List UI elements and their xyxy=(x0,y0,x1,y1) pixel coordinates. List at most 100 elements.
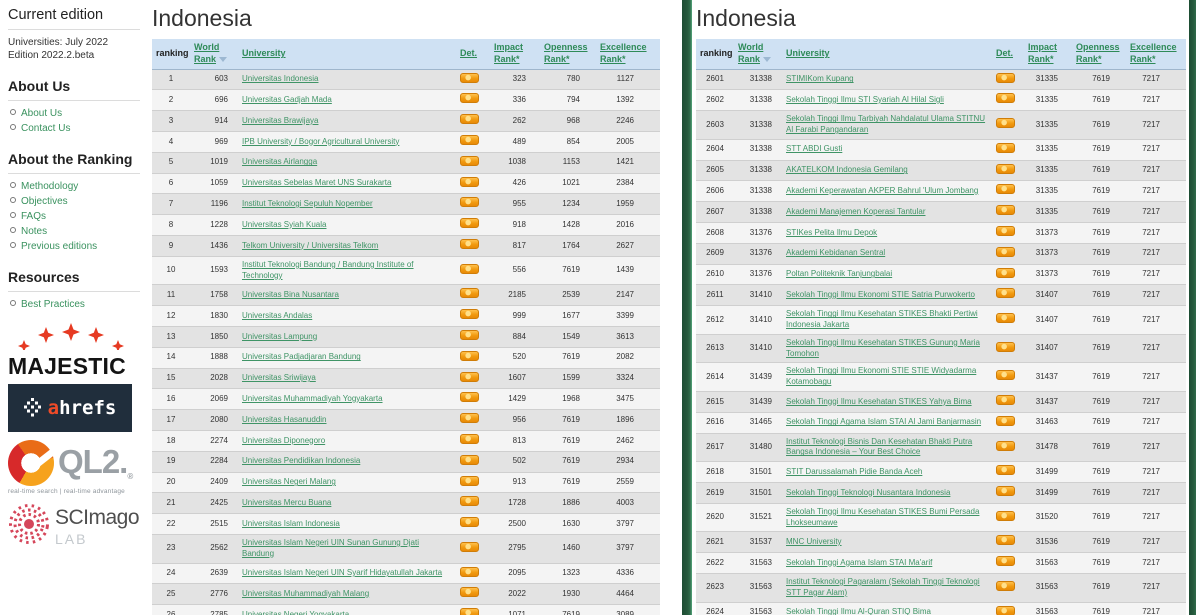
details-icon[interactable] xyxy=(460,309,479,320)
details-icon[interactable] xyxy=(996,415,1015,426)
university-link[interactable]: Universitas Muhammadiyah Malang xyxy=(242,588,370,598)
col-impact-rank[interactable]: Impact Rank* xyxy=(1024,39,1072,70)
details-icon[interactable] xyxy=(996,246,1015,257)
university-link[interactable]: Universitas Islam Negeri UIN Syarif Hida… xyxy=(242,568,443,578)
col-university[interactable]: University xyxy=(238,39,456,70)
university-link[interactable]: Akademi Keperawatan AKPER Bahrul 'Ulum J… xyxy=(786,185,979,195)
details-icon[interactable] xyxy=(460,330,479,341)
details-icon[interactable] xyxy=(460,197,479,208)
university-link[interactable]: Universitas Gadjah Mada xyxy=(242,94,332,104)
university-link[interactable]: Sekolah Tinggi Teknologi Nusantara Indon… xyxy=(786,487,951,497)
university-link[interactable]: Universitas Airlangga xyxy=(242,157,318,167)
university-link[interactable]: Sekolah Tinggi Agama Islam STAI Al Jami … xyxy=(786,417,982,427)
university-link[interactable]: Universitas Mercu Buana xyxy=(242,497,332,507)
details-icon[interactable] xyxy=(996,118,1015,129)
details-icon[interactable] xyxy=(996,370,1015,381)
university-link[interactable]: Universitas Sriwijaya xyxy=(242,373,316,383)
university-link[interactable]: MNC University xyxy=(786,536,842,546)
col-openness-rank[interactable]: Openness Rank* xyxy=(540,39,596,70)
university-link[interactable]: Universitas Padjadjaran Bandung xyxy=(242,352,361,362)
university-link[interactable]: Sekolah Tinggi Ilmu Kesehatan STIKES Bha… xyxy=(786,309,978,330)
details-icon[interactable] xyxy=(996,395,1015,406)
ql2-logo[interactable]: QL2.® real-time search | real-time advan… xyxy=(8,440,140,495)
details-icon[interactable] xyxy=(996,605,1015,615)
sidebar-link[interactable]: Best Practices xyxy=(10,299,140,310)
university-link[interactable]: STIT Darussalamah Pidie Banda Aceh xyxy=(786,466,923,476)
university-link[interactable]: Sekolah Tinggi Ilmu Tarbiyah Nahdalatul … xyxy=(786,114,986,135)
university-link[interactable]: Sekolah Tinggi Agama Islam STAI Ma'arif xyxy=(786,557,933,567)
details-icon[interactable] xyxy=(460,413,479,424)
details-icon[interactable] xyxy=(460,176,479,187)
details-icon[interactable] xyxy=(460,454,479,465)
details-icon[interactable] xyxy=(460,350,479,361)
col-det[interactable]: Det. xyxy=(456,39,490,70)
university-link[interactable]: Universitas Andalas xyxy=(242,310,313,320)
details-icon[interactable] xyxy=(460,608,479,615)
scimago-logo[interactable]: SCImago LAB xyxy=(8,503,140,547)
details-icon[interactable] xyxy=(460,371,479,382)
details-icon[interactable] xyxy=(996,486,1015,496)
details-icon[interactable] xyxy=(996,267,1015,278)
details-icon[interactable] xyxy=(996,163,1015,174)
university-link[interactable]: Universitas Negeri Malang xyxy=(242,477,336,487)
details-icon[interactable] xyxy=(460,155,479,166)
university-link[interactable]: Universitas Muhammadiyah Yogyakarta xyxy=(242,393,383,403)
university-link[interactable]: Universitas Hasanuddin xyxy=(242,414,327,424)
col-excellence-rank[interactable]: Excellence Rank* xyxy=(596,39,660,70)
sidebar-link[interactable]: Objectives xyxy=(10,196,140,207)
university-link[interactable]: Institut Teknologi Bisnis Dan Kesehatan … xyxy=(786,436,973,457)
university-link[interactable]: Sekolah Tinggi Ilmu Kesehatan STIKES Yah… xyxy=(786,396,972,406)
details-icon[interactable] xyxy=(460,288,479,299)
col-det[interactable]: Det. xyxy=(992,39,1024,70)
details-icon[interactable] xyxy=(460,566,479,577)
details-icon[interactable] xyxy=(460,475,479,486)
university-link[interactable]: Universitas Negeri Yogyakarta xyxy=(242,609,350,615)
university-link[interactable]: Telkom University / Universitas Telkom xyxy=(242,240,379,250)
details-icon[interactable] xyxy=(460,239,479,250)
university-link[interactable]: Universitas Sebelas Maret UNS Surakarta xyxy=(242,178,392,188)
details-icon[interactable] xyxy=(460,135,479,146)
details-icon[interactable] xyxy=(996,465,1015,476)
details-icon[interactable] xyxy=(460,496,479,507)
details-icon[interactable] xyxy=(460,72,479,83)
details-icon[interactable] xyxy=(996,535,1015,546)
details-icon[interactable] xyxy=(996,580,1015,591)
university-link[interactable]: Sekolah Tinggi Ilmu STI Syariah Al Hilal… xyxy=(786,94,944,104)
details-icon[interactable] xyxy=(460,434,479,445)
details-icon[interactable] xyxy=(460,587,479,598)
university-link[interactable]: Sekolah Tinggi Ilmu Ekonomi STIE STIE Wi… xyxy=(786,366,977,387)
sidebar-link[interactable]: FAQs xyxy=(10,211,140,222)
sidebar-link[interactable]: Notes xyxy=(10,226,140,237)
col-excellence-rank[interactable]: Excellence Rank* xyxy=(1126,39,1186,70)
details-icon[interactable] xyxy=(996,341,1015,352)
details-icon[interactable] xyxy=(460,263,479,274)
sidebar-link[interactable]: Contact Us xyxy=(10,123,140,134)
details-icon[interactable] xyxy=(996,556,1015,567)
details-icon[interactable] xyxy=(460,114,479,125)
university-link[interactable]: Universitas Lampung xyxy=(242,331,318,341)
university-link[interactable]: Sekolah Tinggi Ilmu Kesehatan STIKES Bum… xyxy=(786,506,980,527)
col-impact-rank[interactable]: Impact Rank* xyxy=(490,39,540,70)
university-link[interactable]: IPB University / Bogor Agricultural Univ… xyxy=(242,136,400,146)
university-link[interactable]: STIMIKom Kupang xyxy=(786,74,854,84)
university-link[interactable]: Institut Teknologi Bandung / Bandung Ins… xyxy=(242,259,414,280)
university-link[interactable]: Akademi Manajemen Koperasi Tantular xyxy=(786,206,926,216)
details-icon[interactable] xyxy=(996,72,1015,83)
majestic-logo[interactable]: MAJESTIC xyxy=(8,322,140,378)
university-link[interactable]: Universitas Islam Negeri UIN Sunan Gunun… xyxy=(242,538,419,558)
university-link[interactable]: Institut Teknologi Sepuluh Nopember xyxy=(242,198,373,208)
university-link[interactable]: Universitas Syiah Kuala xyxy=(242,219,327,229)
details-icon[interactable] xyxy=(996,510,1015,521)
university-link[interactable]: Akademi Kebidanan Sentral xyxy=(786,248,886,258)
university-link[interactable]: Universitas Islam Indonesia xyxy=(242,518,340,528)
details-icon[interactable] xyxy=(996,93,1015,104)
details-icon[interactable] xyxy=(996,288,1015,299)
col-world-rank[interactable]: World Rank xyxy=(190,39,238,70)
university-link[interactable]: Universitas Brawijaya xyxy=(242,115,319,125)
university-link[interactable]: Universitas Diponegoro xyxy=(242,435,326,445)
details-icon[interactable] xyxy=(996,226,1015,237)
university-link[interactable]: AKATELKOM Indonesia Gemilang xyxy=(786,165,908,175)
university-link[interactable]: Poltan Politeknik Tanjungbalai xyxy=(786,269,893,279)
university-link[interactable]: Universitas Pendidikan Indonesia xyxy=(242,456,361,466)
sidebar-link[interactable]: Methodology xyxy=(10,181,140,192)
